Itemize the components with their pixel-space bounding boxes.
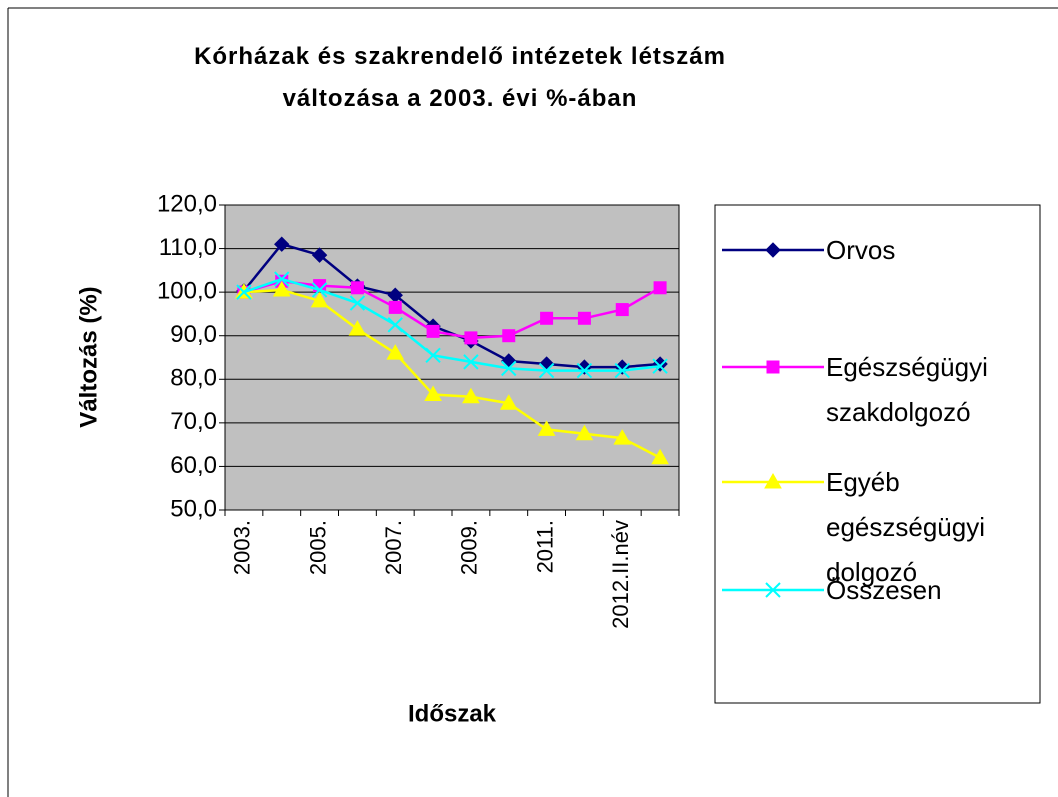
marker bbox=[653, 281, 667, 295]
x-tick-label: 2007. bbox=[381, 520, 406, 575]
marker bbox=[464, 331, 478, 345]
legend-label: Egyéb egészségügyi dolgozó bbox=[826, 467, 985, 587]
marker bbox=[272, 280, 291, 297]
marker bbox=[651, 448, 669, 465]
marker bbox=[274, 236, 290, 252]
marker bbox=[613, 429, 632, 445]
marker bbox=[577, 311, 591, 325]
x-axis-title: Időszak bbox=[408, 700, 497, 727]
legend-item: Egyéb egészségügyi dolgozó bbox=[716, 460, 1036, 595]
marker bbox=[388, 300, 402, 314]
marker bbox=[348, 320, 367, 336]
marker bbox=[387, 317, 403, 333]
y-tick-label: 120,0 bbox=[157, 190, 217, 217]
marker bbox=[499, 394, 518, 410]
y-tick-label: 80,0 bbox=[170, 365, 217, 392]
x-tick-label: 2003. bbox=[230, 520, 255, 575]
marker bbox=[386, 344, 405, 360]
marker bbox=[463, 354, 479, 370]
marker bbox=[766, 360, 780, 374]
y-tick-label: 50,0 bbox=[170, 495, 217, 522]
legend-label: Összesen bbox=[826, 575, 942, 605]
marker bbox=[350, 281, 364, 295]
marker bbox=[311, 247, 328, 263]
marker bbox=[615, 303, 629, 317]
marker bbox=[765, 242, 781, 258]
marker bbox=[274, 271, 290, 287]
marker bbox=[501, 360, 517, 377]
x-tick-label: 2012.II.név bbox=[608, 520, 633, 629]
marker bbox=[236, 284, 252, 300]
marker bbox=[764, 472, 782, 489]
x-tick-label: 2005. bbox=[305, 520, 330, 575]
x-tick-label: 2011. bbox=[532, 520, 557, 573]
legend-swatch bbox=[722, 472, 824, 489]
y-tick-label: 100,0 bbox=[157, 277, 217, 304]
legend-swatch bbox=[722, 360, 824, 374]
marker bbox=[614, 362, 630, 379]
y-axis-title: Változás (%) bbox=[75, 286, 102, 427]
y-tick-label: 60,0 bbox=[170, 452, 217, 479]
marker bbox=[537, 420, 556, 436]
marker bbox=[462, 387, 480, 404]
marker bbox=[575, 424, 594, 441]
marker bbox=[576, 362, 593, 379]
legend-swatch bbox=[722, 582, 824, 598]
legend-box bbox=[714, 204, 1041, 704]
x-tick-label: 2009. bbox=[457, 520, 482, 575]
y-tick-label: 70,0 bbox=[170, 408, 217, 435]
marker bbox=[311, 282, 328, 298]
legend-label: Egészségügyi szakdolgozó bbox=[826, 352, 988, 427]
marker bbox=[424, 385, 442, 402]
y-tick-label: 90,0 bbox=[170, 321, 217, 348]
marker bbox=[765, 582, 781, 598]
marker bbox=[425, 347, 441, 364]
series-line bbox=[243, 277, 661, 372]
legend-label: Orvos bbox=[826, 235, 896, 265]
chart-title: Kórházak és szakrendelő intézetek létszá… bbox=[194, 43, 726, 112]
legend-item: Egészségügyi szakdolgozó bbox=[716, 345, 1036, 435]
marker bbox=[538, 362, 555, 379]
marker bbox=[652, 358, 668, 374]
legend-item: Összesen bbox=[716, 568, 1036, 613]
legend-swatch bbox=[722, 242, 824, 258]
marker bbox=[310, 291, 329, 308]
marker bbox=[540, 311, 554, 325]
series-line bbox=[243, 288, 661, 459]
marker bbox=[426, 324, 440, 338]
marker bbox=[349, 295, 366, 311]
marker bbox=[502, 329, 516, 343]
legend-item: Orvos bbox=[716, 228, 1036, 273]
y-tick-label: 110,0 bbox=[159, 234, 217, 261]
